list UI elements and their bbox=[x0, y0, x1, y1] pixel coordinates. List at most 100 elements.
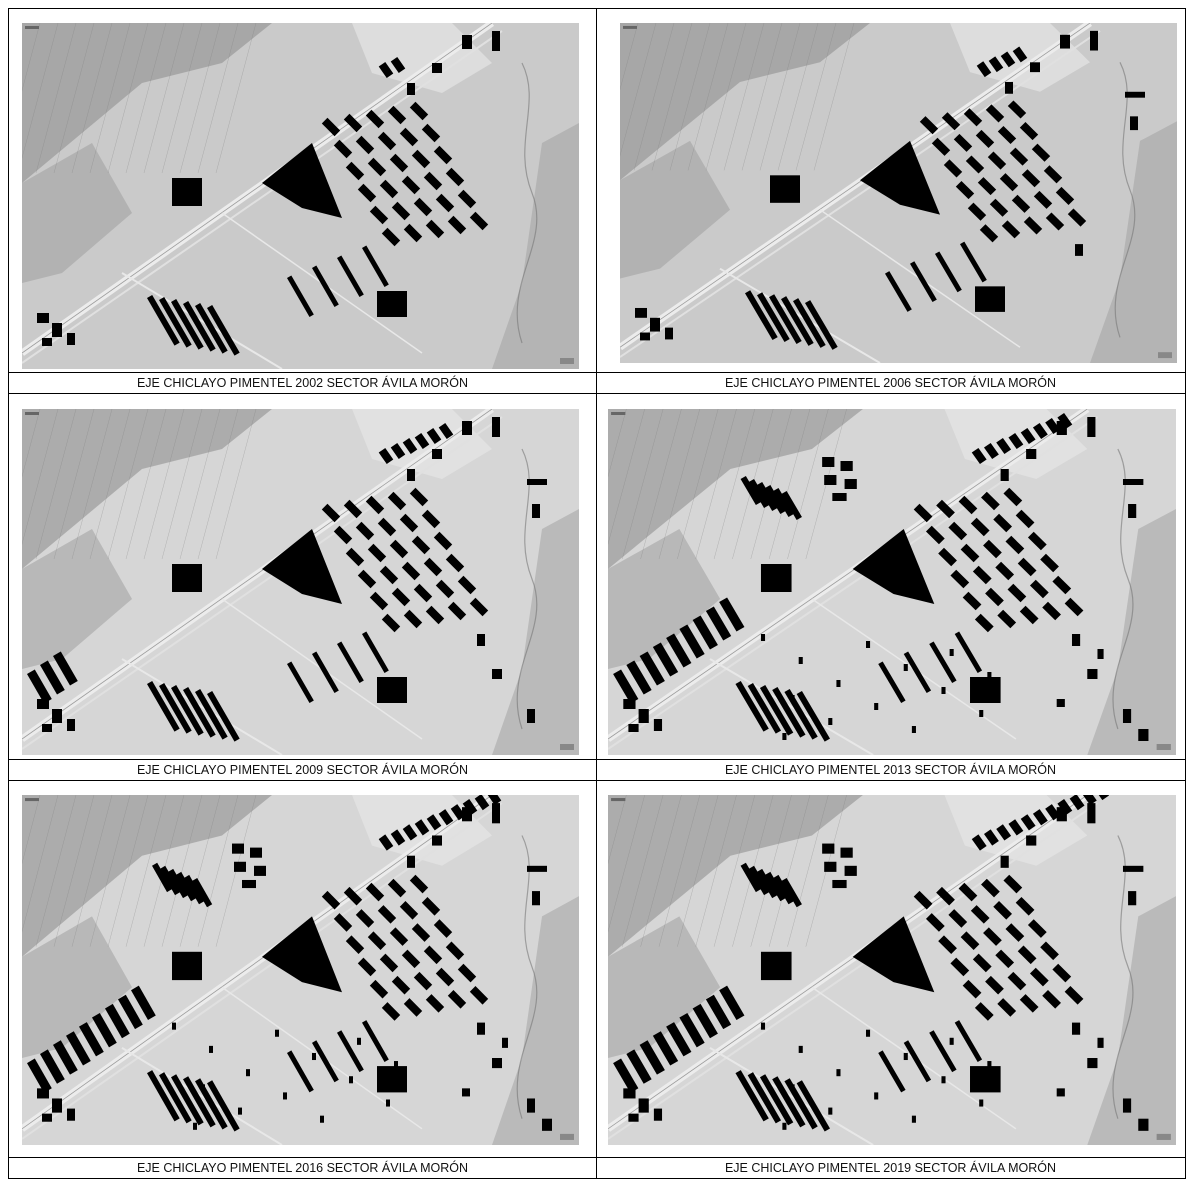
built-block bbox=[232, 844, 244, 854]
built-block bbox=[845, 866, 857, 876]
built-block bbox=[866, 641, 870, 648]
built-block bbox=[1057, 1088, 1065, 1096]
built-block bbox=[492, 417, 500, 437]
built-block bbox=[832, 880, 846, 888]
corner-mark bbox=[611, 798, 625, 801]
built-block bbox=[52, 709, 62, 723]
built-block bbox=[639, 709, 649, 723]
built-block bbox=[1072, 1023, 1080, 1035]
built-block bbox=[1090, 31, 1098, 51]
built-block bbox=[1138, 729, 1148, 741]
caption-2006: EJE CHICLAYO PIMENTEL 2006 SECTOR ÁVILA … bbox=[596, 372, 1185, 394]
built-block bbox=[950, 649, 954, 656]
built-block bbox=[250, 848, 262, 858]
aerial-map-2002 bbox=[22, 23, 579, 369]
built-block bbox=[841, 461, 853, 471]
built-block bbox=[1123, 479, 1143, 485]
built-block bbox=[201, 1084, 205, 1091]
built-block bbox=[527, 709, 535, 723]
built-block bbox=[527, 866, 547, 872]
built-block bbox=[1060, 35, 1070, 49]
built-block bbox=[1087, 417, 1095, 437]
built-block bbox=[193, 1123, 197, 1130]
aerial-map-2013 bbox=[608, 409, 1176, 755]
built-block bbox=[67, 719, 75, 731]
aerial-map-2016 bbox=[22, 795, 579, 1145]
built-block bbox=[845, 479, 857, 489]
built-block bbox=[532, 504, 540, 518]
built-block bbox=[1072, 634, 1080, 646]
built-block bbox=[799, 657, 803, 664]
built-block bbox=[172, 1023, 176, 1030]
built-block bbox=[970, 1066, 1001, 1092]
built-block bbox=[761, 564, 792, 592]
built-block bbox=[979, 710, 983, 717]
urban-footprint-map bbox=[608, 409, 1176, 755]
corner-mark bbox=[25, 798, 39, 801]
built-block bbox=[866, 1030, 870, 1037]
built-block bbox=[912, 726, 916, 733]
urban-footprint-map bbox=[22, 795, 579, 1145]
built-block bbox=[502, 1038, 508, 1048]
built-block bbox=[941, 687, 945, 694]
built-block bbox=[42, 724, 52, 732]
built-block bbox=[639, 1098, 649, 1112]
caption-2002: EJE CHICLAYO PIMENTEL 2002 SECTOR ÁVILA … bbox=[9, 372, 596, 394]
built-block bbox=[462, 1088, 470, 1096]
built-block bbox=[67, 333, 75, 345]
built-block bbox=[407, 83, 415, 95]
panel-2016: EJE CHICLAYO PIMENTEL 2016 SECTOR ÁVILA … bbox=[9, 785, 597, 1179]
corner-mark bbox=[611, 412, 625, 415]
built-block bbox=[874, 1092, 878, 1099]
built-block bbox=[407, 469, 415, 481]
built-block bbox=[1125, 92, 1145, 98]
built-block bbox=[492, 803, 500, 823]
built-block bbox=[1097, 1038, 1103, 1048]
built-block bbox=[377, 677, 407, 703]
urban-footprint-map bbox=[22, 409, 579, 755]
corner-mark bbox=[1158, 352, 1172, 358]
built-block bbox=[791, 1084, 795, 1091]
urban-footprint-map bbox=[620, 23, 1177, 363]
built-block bbox=[1097, 649, 1103, 659]
built-block bbox=[37, 313, 49, 323]
corner-mark bbox=[25, 412, 39, 415]
built-block bbox=[836, 680, 840, 687]
panel-2013: EJE CHICLAYO PIMENTEL 2013 SECTOR ÁVILA … bbox=[596, 397, 1186, 785]
built-block bbox=[532, 891, 540, 905]
built-block bbox=[1001, 856, 1009, 868]
built-block bbox=[462, 35, 472, 49]
built-block bbox=[432, 63, 442, 73]
built-block bbox=[407, 856, 415, 868]
built-block bbox=[975, 286, 1005, 312]
aerial-map-2006 bbox=[620, 23, 1177, 363]
built-block bbox=[628, 1114, 638, 1122]
built-block bbox=[1026, 835, 1036, 845]
built-block bbox=[283, 1092, 287, 1099]
built-block bbox=[42, 1114, 52, 1122]
built-block bbox=[1057, 699, 1065, 707]
built-block bbox=[52, 323, 62, 337]
built-block bbox=[791, 695, 795, 702]
caption-2013: EJE CHICLAYO PIMENTEL 2013 SECTOR ÁVILA … bbox=[596, 759, 1185, 781]
built-block bbox=[1087, 803, 1095, 823]
built-block bbox=[1001, 469, 1009, 481]
aerial-map-2009 bbox=[22, 409, 579, 755]
panel-2002: EJE CHICLAYO PIMENTEL 2002 SECTOR ÁVILA … bbox=[9, 9, 597, 397]
built-block bbox=[782, 733, 786, 740]
built-block bbox=[1123, 866, 1143, 872]
built-block bbox=[665, 328, 673, 340]
corner-mark bbox=[1157, 744, 1171, 750]
built-block bbox=[904, 664, 908, 671]
panel-2009: EJE CHICLAYO PIMENTEL 2009 SECTOR ÁVILA … bbox=[9, 397, 597, 785]
built-block bbox=[172, 564, 202, 592]
built-block bbox=[1075, 244, 1083, 256]
built-block bbox=[462, 421, 472, 435]
built-block bbox=[874, 703, 878, 710]
corner-mark bbox=[1157, 1134, 1171, 1140]
built-block bbox=[836, 1069, 840, 1076]
corner-mark bbox=[623, 26, 637, 29]
built-block bbox=[1030, 62, 1040, 72]
corner-mark bbox=[560, 1134, 574, 1140]
built-block bbox=[1130, 116, 1138, 130]
